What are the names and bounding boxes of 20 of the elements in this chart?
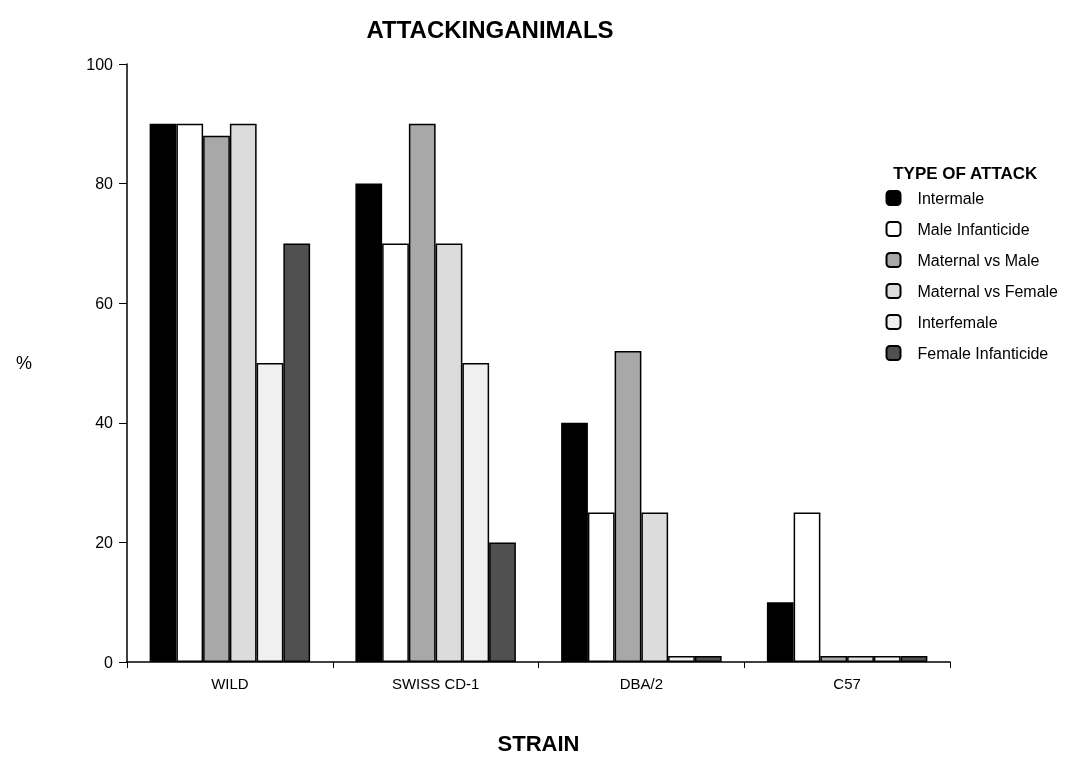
- chart-title: ATTACKINGANIMALS: [366, 15, 614, 43]
- x-tick-label: WILD: [211, 675, 249, 692]
- y-axis-title: %: [15, 353, 32, 373]
- y-tick-label: 20: [95, 533, 114, 551]
- legend-label: Intermale: [917, 189, 985, 207]
- y-tick-label: 60: [95, 294, 114, 312]
- x-tick-label: DBA/2: [619, 675, 664, 692]
- legend-label: Maternal vs Male: [917, 251, 1040, 269]
- x-axis-title: STRAIN: [497, 730, 580, 756]
- x-tick-label: SWISS CD-1: [391, 675, 480, 692]
- legend-label: Interfemale: [917, 313, 998, 331]
- y-tick-label: 100: [86, 55, 114, 73]
- x-tick-label: C57: [833, 675, 861, 692]
- legend-label: Maternal vs Female: [917, 282, 1059, 300]
- y-tick-label: 80: [95, 175, 114, 193]
- legend-label: Male Infanticide: [917, 220, 1030, 238]
- legend-label: Female Infanticide: [917, 344, 1049, 362]
- y-tick-label: 40: [95, 414, 114, 432]
- y-tick-label: 0: [104, 653, 114, 671]
- legend-title: TYPE OF ATTACK: [893, 164, 1039, 183]
